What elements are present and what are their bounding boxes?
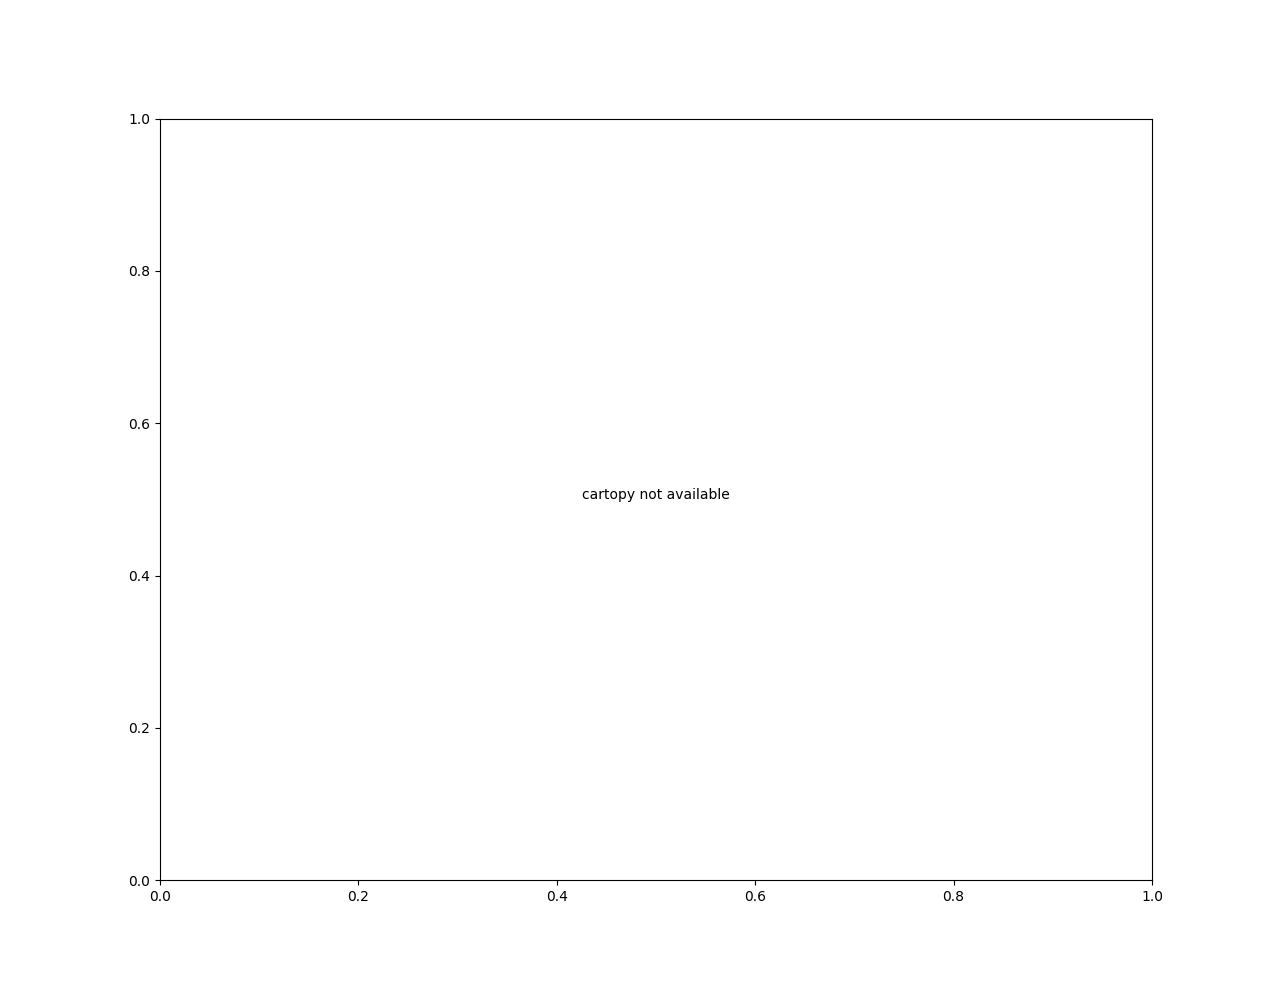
Text: cartopy not available: cartopy not available: [582, 489, 730, 502]
